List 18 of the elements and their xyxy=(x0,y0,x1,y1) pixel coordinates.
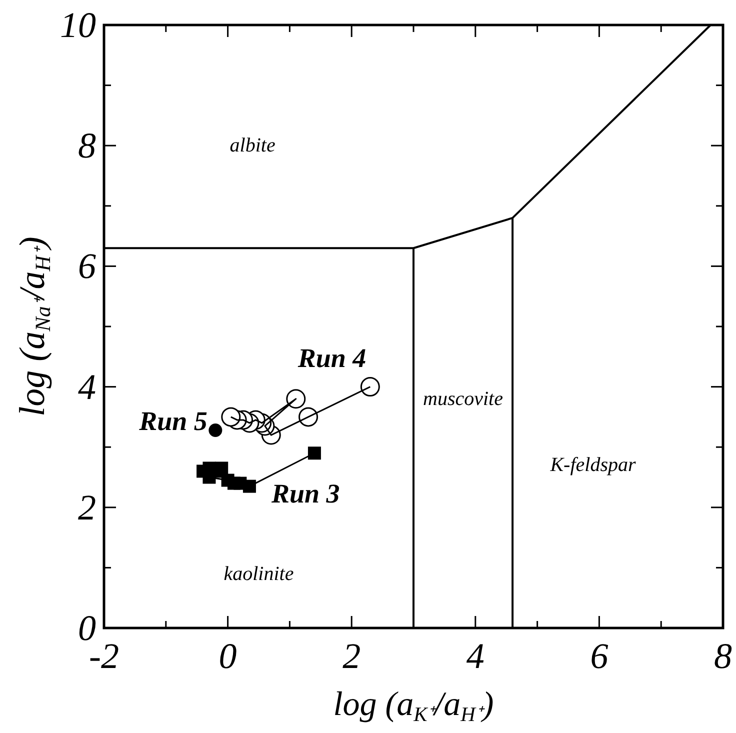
annotation: kaolinite xyxy=(224,562,294,585)
x-tick-label: 0 xyxy=(218,636,237,676)
series-label: Run 5 xyxy=(138,406,208,436)
series-label: Run 3 xyxy=(270,478,340,508)
y-tick-label: 2 xyxy=(78,487,96,528)
annotation: K-feldspar xyxy=(549,454,636,476)
y-tick-label: 10 xyxy=(60,5,96,45)
annotation: albite xyxy=(230,134,276,157)
y-tick-label: 8 xyxy=(78,126,96,166)
x-tick-label: 6 xyxy=(590,636,608,676)
x-tick-label: 8 xyxy=(714,636,732,676)
x-tick-label: 4 xyxy=(466,636,484,676)
series-label: Run 4 xyxy=(296,342,366,373)
annotation: muscovite xyxy=(423,388,504,410)
y-tick-label: 4 xyxy=(78,366,96,407)
x-axis-title: log (a$_{K⁺}$/a$_{H⁺}$) xyxy=(333,686,494,726)
x-tick-label: 2 xyxy=(342,636,361,676)
y-tick-label: 6 xyxy=(78,246,96,286)
